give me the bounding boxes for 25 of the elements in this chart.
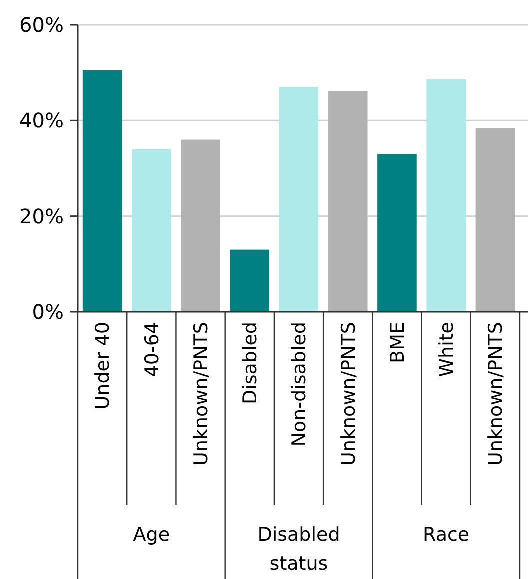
text: Age xyxy=(133,524,170,546)
text: Race xyxy=(423,524,470,546)
bar xyxy=(181,140,220,312)
text: Disabled status xyxy=(258,524,340,575)
bar xyxy=(132,149,172,312)
y-tick-label: 0% xyxy=(32,300,64,324)
x-tick-label: Unknown/PNTS xyxy=(485,322,508,466)
bar xyxy=(476,128,516,312)
y-tick-label: 40% xyxy=(20,108,64,133)
bar xyxy=(328,91,368,312)
bar xyxy=(426,80,466,312)
y-tick-label: 60% xyxy=(20,13,64,37)
bar xyxy=(82,70,122,312)
x-tick-label: Unknown/PNTS xyxy=(338,322,360,466)
x-tick-label: Under 40 xyxy=(92,322,114,410)
bar xyxy=(378,154,417,312)
x-tick-label: White xyxy=(436,322,458,378)
x-tick-label: 40-64 xyxy=(141,322,164,378)
x-tick-label: Disabled xyxy=(240,322,262,405)
y-tick-label: 20% xyxy=(20,204,64,228)
x-tick-label: Unknown/PNTS xyxy=(190,322,212,466)
bar xyxy=(279,87,319,312)
x-tick-label: BME xyxy=(386,322,409,364)
bar xyxy=(230,250,270,312)
x-tick-label: Non-disabled xyxy=(288,322,311,447)
